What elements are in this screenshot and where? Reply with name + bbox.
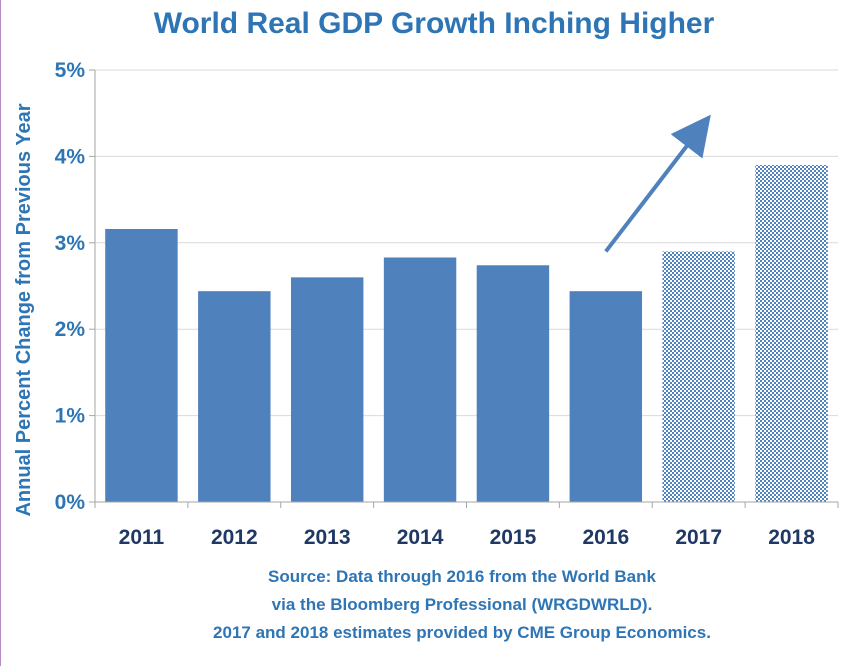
chart-title: World Real GDP Growth Inching Higher xyxy=(154,7,715,40)
bar-2016 xyxy=(569,291,643,502)
y-tick-label-5pct: 5% xyxy=(55,59,86,82)
source-line-1: Source: Data through 2016 from the World… xyxy=(268,567,656,586)
y-tick-labels: 0% 1% 2% 3% 4% 5% xyxy=(55,59,86,514)
x-category-labels: 2011 2012 2013 2014 2015 2016 2017 2018 xyxy=(119,526,816,549)
y-tick-label-0pct: 0% xyxy=(55,491,86,514)
source-line-2: via the Bloomberg Professional (WRGDWRLD… xyxy=(272,595,653,614)
bar-2012 xyxy=(198,291,271,502)
x-category-label-2015: 2015 xyxy=(490,526,537,549)
bar-2017 xyxy=(662,251,735,502)
bar-2011 xyxy=(105,228,178,502)
axes xyxy=(89,69,839,508)
source-line-3: 2017 and 2018 estimates provided by CME … xyxy=(213,623,711,642)
bar-2013 xyxy=(290,277,364,502)
x-category-label-2016: 2016 xyxy=(582,526,629,549)
bar-2018 xyxy=(755,165,828,503)
x-category-label-2013: 2013 xyxy=(304,526,351,549)
x-category-label-2017: 2017 xyxy=(675,526,722,549)
bars xyxy=(105,165,828,503)
y-tick-label-2pct: 2% xyxy=(55,318,86,341)
y-tick-label-4pct: 4% xyxy=(55,145,86,168)
bar-2014 xyxy=(383,257,457,502)
trend-arrow xyxy=(604,114,711,253)
x-category-label-2014: 2014 xyxy=(397,526,444,549)
y-tick-label-3pct: 3% xyxy=(55,232,86,255)
trend-arrow-layer xyxy=(604,114,711,253)
x-category-label-2018: 2018 xyxy=(768,526,815,549)
x-category-label-2012: 2012 xyxy=(211,526,258,549)
bar-2015 xyxy=(476,265,550,502)
x-category-label-2011: 2011 xyxy=(119,526,165,549)
y-tick-label-1pct: 1% xyxy=(55,405,86,428)
y-axis-label: Annual Percent Change from Previous Year xyxy=(13,103,35,516)
